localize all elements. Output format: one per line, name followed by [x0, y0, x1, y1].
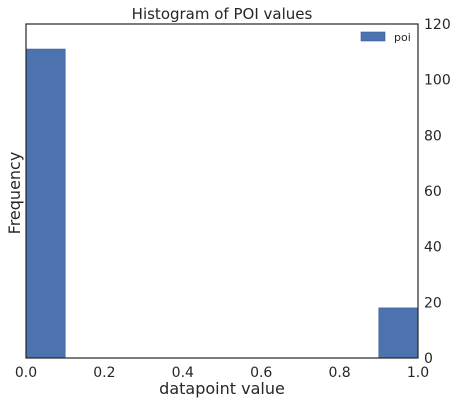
x-tick-label: 0.6: [250, 365, 272, 381]
y-tick-label: 60: [424, 184, 442, 200]
legend-swatch-poi: [360, 31, 386, 42]
plot-frame: [25, 23, 419, 359]
x-tick-label: 0.4: [172, 365, 194, 381]
y-axis-label: Frequency: [5, 152, 24, 235]
x-tick-label: 0.2: [93, 365, 115, 381]
histogram-bar: [378, 307, 419, 359]
y-tick-label: 40: [424, 240, 442, 256]
y-tick-label: 80: [424, 128, 442, 144]
legend-label-poi: poi: [394, 31, 411, 44]
chart-title: Histogram of POI values: [132, 5, 313, 23]
bars-group: [25, 48, 419, 359]
x-tick-label: 0.0: [15, 365, 37, 381]
y-tick-label: 20: [424, 295, 442, 311]
y-tick-label: 120: [424, 17, 451, 33]
legend: poi: [360, 31, 411, 44]
x-tick-label: 0.8: [328, 365, 350, 381]
y-tick-label: 100: [424, 73, 451, 89]
y-tick-labels: 0 20 40 60 80 100 120: [424, 17, 451, 367]
y-tick-label: 0: [424, 351, 433, 367]
histogram-bar: [25, 48, 66, 359]
x-tick-labels: 0.0 0.2 0.4 0.6 0.8 1.0: [15, 365, 429, 381]
x-tick-label: 1.0: [407, 365, 429, 381]
x-axis-label: datapoint value: [159, 379, 285, 398]
